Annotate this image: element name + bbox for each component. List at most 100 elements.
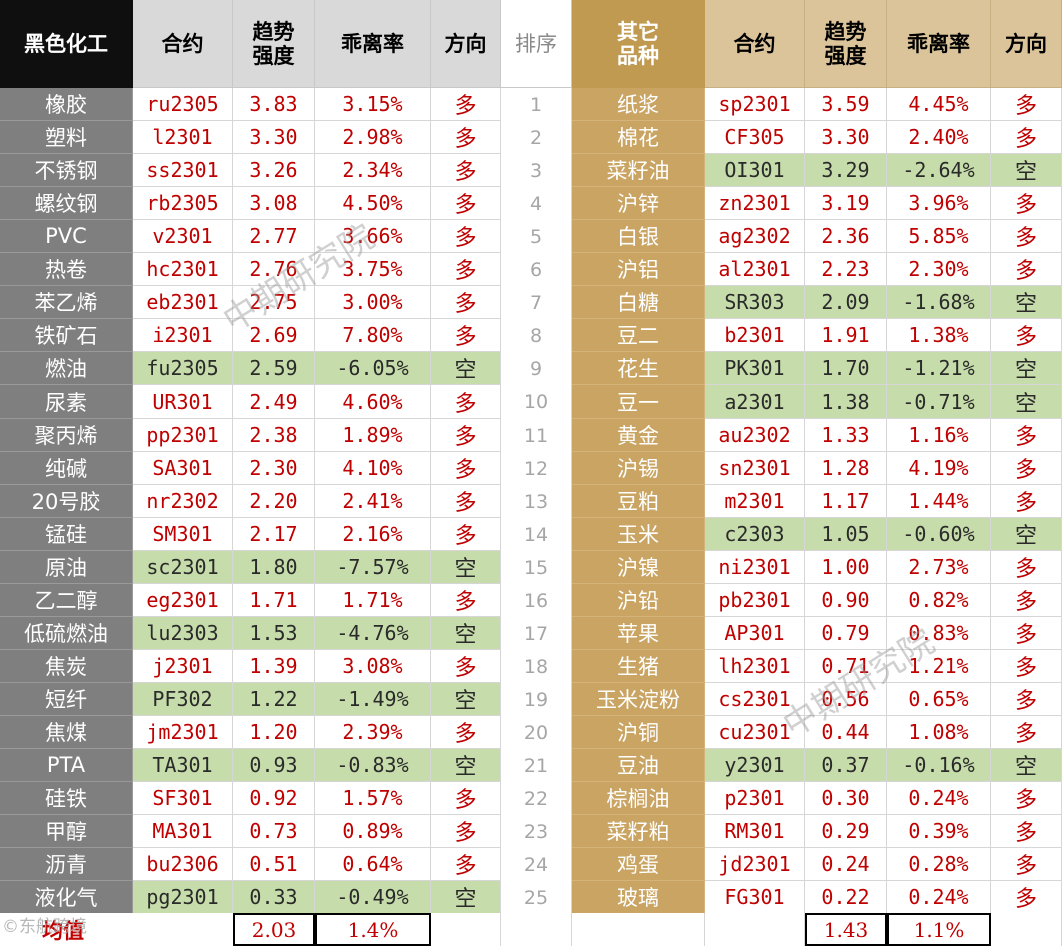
right-deviation-rate: 0.65%: [887, 683, 991, 716]
left-commodity-name: 20号胶: [0, 485, 133, 518]
right-contract: OI301: [705, 154, 805, 187]
left-commodity-name: 不锈钢: [0, 154, 133, 187]
left-contract: sc2301: [133, 551, 233, 584]
left-trend-strength: 3.30: [233, 121, 315, 154]
header-right-trend: 趋势 强度: [805, 0, 887, 88]
right-trend-strength: 1.17: [805, 485, 887, 518]
left-commodity-name: 沥青: [0, 848, 133, 881]
right-trend-strength: 3.29: [805, 154, 887, 187]
left-commodity-name: 苯乙烯: [0, 286, 133, 319]
right-direction: 多: [991, 782, 1062, 815]
rank-number: 18: [501, 650, 572, 683]
left-contract: v2301: [133, 220, 233, 253]
right-contract: SR303: [705, 286, 805, 319]
left-deviation-rate: 1.57%: [315, 782, 431, 815]
right-contract: b2301: [705, 319, 805, 352]
left-contract: rb2305: [133, 187, 233, 220]
right-commodity-name: 纸浆: [572, 88, 705, 121]
right-contract: y2301: [705, 749, 805, 782]
left-direction: 空: [431, 352, 501, 385]
header-left-contract: 合约: [133, 0, 233, 88]
rank-number: 23: [501, 815, 572, 848]
right-direction: 空: [991, 518, 1062, 551]
rank-number: 13: [501, 485, 572, 518]
right-trend-strength: 1.28: [805, 452, 887, 485]
rank-number: 25: [501, 881, 572, 914]
right-commodity-name: 白银: [572, 220, 705, 253]
left-direction: 空: [431, 551, 501, 584]
left-contract: SA301: [133, 452, 233, 485]
right-trend-strength: 1.70: [805, 352, 887, 385]
right-direction: 多: [991, 121, 1062, 154]
left-trend-strength: 2.20: [233, 485, 315, 518]
left-contract: ss2301: [133, 154, 233, 187]
right-direction: 空: [991, 749, 1062, 782]
rank-number: 9: [501, 352, 572, 385]
right-trend-strength: 0.71: [805, 650, 887, 683]
right-trend-strength: 0.44: [805, 716, 887, 749]
left-direction: 多: [431, 452, 501, 485]
right-commodity-name: 花生: [572, 352, 705, 385]
left-trend-strength: 2.38: [233, 419, 315, 452]
header-left-direction: 方向: [431, 0, 501, 88]
right-trend-strength: 1.00: [805, 551, 887, 584]
rank-number: 19: [501, 683, 572, 716]
left-trend-strength: 2.75: [233, 286, 315, 319]
right-contract: ni2301: [705, 551, 805, 584]
left-trend-strength: 2.59: [233, 352, 315, 385]
left-direction: 多: [431, 253, 501, 286]
right-contract: PK301: [705, 352, 805, 385]
right-contract: au2302: [705, 419, 805, 452]
left-commodity-name: PTA: [0, 749, 133, 782]
right-deviation-rate: 0.83%: [887, 617, 991, 650]
right-direction: 多: [991, 88, 1062, 121]
right-deviation-rate: 5.85%: [887, 220, 991, 253]
right-deviation-rate: -0.60%: [887, 518, 991, 551]
left-contract: pp2301: [133, 419, 233, 452]
left-direction: 多: [431, 782, 501, 815]
left-trend-strength: 0.93: [233, 749, 315, 782]
left-contract: i2301: [133, 319, 233, 352]
left-contract: nr2302: [133, 485, 233, 518]
right-trend-strength: 0.22: [805, 881, 887, 914]
right-direction: 多: [991, 716, 1062, 749]
right-trend-strength: 0.30: [805, 782, 887, 815]
right-direction: 多: [991, 485, 1062, 518]
left-trend-strength: 3.08: [233, 187, 315, 220]
left-contract: PF302: [133, 683, 233, 716]
right-deviation-rate: -0.71%: [887, 385, 991, 419]
right-commodity-name: 沪镍: [572, 551, 705, 584]
left-direction: 多: [431, 88, 501, 121]
rank-number: 2: [501, 121, 572, 154]
right-contract: cs2301: [705, 683, 805, 716]
left-deviation-rate: -0.83%: [315, 749, 431, 782]
rank-number: 10: [501, 385, 572, 419]
right-deviation-rate: 0.28%: [887, 848, 991, 881]
right-commodity-name: 菜籽油: [572, 154, 705, 187]
left-deviation-rate: 2.98%: [315, 121, 431, 154]
right-direction: 多: [991, 551, 1062, 584]
left-deviation-rate: 3.66%: [315, 220, 431, 253]
right-trend-strength: 1.91: [805, 319, 887, 352]
right-direction: 空: [991, 286, 1062, 319]
left-trend-strength: 3.26: [233, 154, 315, 187]
rank-number: 3: [501, 154, 572, 187]
right-commodity-name: 豆粕: [572, 485, 705, 518]
left-commodity-name: 纯碱: [0, 452, 133, 485]
left-direction: 多: [431, 187, 501, 220]
right-trend-strength: 3.59: [805, 88, 887, 121]
right-direction: 多: [991, 815, 1062, 848]
header-right-contract: 合约: [705, 0, 805, 88]
right-trend-strength: 0.56: [805, 683, 887, 716]
right-trend-strength: 2.23: [805, 253, 887, 286]
right-deviation-rate: 2.40%: [887, 121, 991, 154]
right-commodity-name: 玻璃: [572, 881, 705, 914]
right-trend-strength: 0.29: [805, 815, 887, 848]
right-trend-strength: 0.79: [805, 617, 887, 650]
left-direction: 空: [431, 881, 501, 914]
header-left-trend: 趋势 强度: [233, 0, 315, 88]
header-right-deviation: 乖离率: [887, 0, 991, 88]
right-deviation-rate: 1.21%: [887, 650, 991, 683]
left-commodity-name: 热卷: [0, 253, 133, 286]
left-direction: 多: [431, 319, 501, 352]
